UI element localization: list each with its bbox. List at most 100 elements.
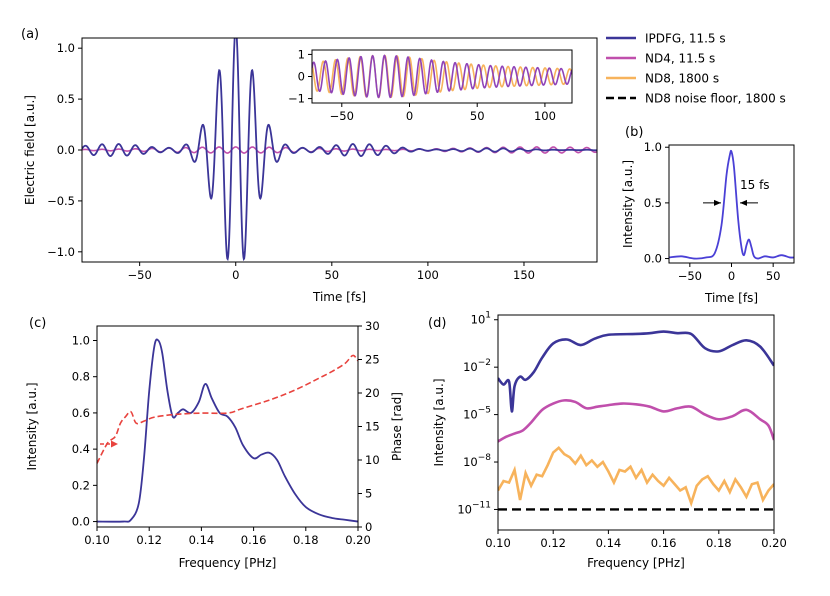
y-tick-label: −1.0 [47,245,75,259]
panel-d: 0.10 0.12 0.14 0.16 0.18 0.2010110−210−510−81… [428,311,787,570]
x-axis-label: Frequency [PHz] [179,556,277,570]
fwhm-arrows [703,199,758,206]
y-tick-exponent: −5 [478,406,491,416]
legend: IPDFG, 11.5 s ND4, 11.5 s ND8, 1800 s ND8 n… [606,32,786,106]
panel-d-series [498,330,774,511]
x-tick-label: 0 [406,109,413,123]
x-tick-label: 0.18 [293,533,319,547]
series-line-2 [498,399,774,443]
y-tick-label: 1.0 [57,41,75,55]
x-tick-label: 0.10 [485,536,511,550]
fwhm-annotation: 15 fs [740,178,770,192]
y-tick-label: 0.2 [72,478,90,492]
panel-label: (a) [21,27,39,42]
y-tick-label: 0.8 [72,370,90,384]
y-tick-exponent: −11 [472,500,491,510]
phase-line [96,354,359,464]
series-line-3 [498,445,774,508]
panel-label: (b) [625,125,643,140]
x-tick-label: 100 [534,109,556,123]
x-tick-label: 0 [728,269,735,283]
y-tick-label-right: 30 [365,319,380,333]
y-tick-base: 10 [457,502,472,516]
y-tick-label-right: 5 [365,487,372,501]
y-tick-base: 10 [463,360,478,374]
series-ipdfg-line [82,38,597,262]
x-tick-label: 50 [324,268,339,282]
x-tick-label: 0.18 [706,536,732,550]
x-tick-label: 0.14 [189,533,215,547]
intensity-line [96,338,359,523]
x-tick-label: 0.20 [761,536,787,550]
y-tick-label: −0.5 [47,194,75,208]
series-line-1 [498,330,774,413]
y-tick-label-right: 0 [365,520,372,534]
x-tick-label: −50 [330,109,354,123]
x-tick-label: 50 [470,109,485,123]
phase-arrow-head [111,440,118,448]
panel-a-inset: −50 0 50 100 −1 0 1 [288,47,573,123]
x-tick-label: 50 [766,269,781,283]
x-tick-label: 0.12 [136,533,162,547]
inset-series-line [312,54,572,99]
y-tick-label: 101 [471,311,491,327]
y-tick-exponent: −2 [478,358,491,368]
y-tick-label: 10−8 [463,453,491,469]
inset-series-line [312,54,572,99]
x-tick-label: 0.12 [540,536,566,550]
panel-d-axes [497,314,775,531]
x-axis-label: Frequency [PHz] [587,556,685,570]
left-arrow-head [714,199,721,206]
x-tick-label: −50 [128,268,152,282]
y-tick-base: 10 [471,313,486,327]
y-axis-label: Electric field [a.u.] [23,95,37,205]
panel-c: 0.10 0.12 0.14 0.16 0.18 0.20 0.0 0.2 0.4 0.6 0.8 1… [25,316,404,570]
y-tick-exponent: −8 [478,453,492,463]
x-tick-label: 0 [232,268,239,282]
legend-entry: ND8, 1800 s [645,72,719,86]
y-tick-label: 10−2 [463,358,491,374]
y-tick-label: 1.0 [72,333,90,347]
y-axis-label: Intensity [a.u.] [621,160,635,248]
y-axis-label: Intensity [a.u.] [25,383,39,471]
right-arrow-head [740,199,747,206]
y-tick-label: 0.5 [57,92,75,106]
x-tick-label: 100 [417,268,439,282]
y-tick-label-right: 25 [365,353,380,367]
y-tick-label: 0 [298,70,305,84]
y-tick-label: 10−5 [463,406,491,422]
x-tick-label: 0.16 [651,536,677,550]
y-tick-label: 0.4 [72,442,90,456]
y-tick-label: 0.0 [57,143,75,157]
y-tick-label: 1 [298,47,305,61]
y-tick-label: 0.5 [644,196,662,210]
y-tick-label: 0.0 [72,515,90,529]
y-tick-label: −1 [288,92,305,106]
x-tick-label: −50 [678,269,702,283]
legend-entry: ND8 noise floor, 1800 s [645,92,786,106]
panel-b-axes [668,144,795,264]
y-tick-exponent: 1 [485,311,491,321]
x-axis-label: Time [fs] [704,291,758,305]
y-tick-label-right: 20 [365,386,380,400]
legend-entry: IPDFG, 11.5 s [645,32,726,46]
y-tick-base: 10 [463,408,478,422]
y-axis-label: Intensity [a.u.] [432,379,446,467]
y-tick-label: 0.0 [644,252,662,266]
x-tick-label: 0.16 [241,533,267,547]
y-tick-label: 10−11 [457,500,491,516]
x-tick-label: 0.14 [596,536,622,550]
y-tick-label: 1.0 [644,140,662,154]
x-tick-label: 0.10 [84,533,110,547]
y-tick-label: 0.6 [72,406,90,420]
x-tick-label: 150 [513,268,535,282]
x-axis-label: Time [fs] [312,290,366,304]
x-tick-label: 0.20 [345,533,371,547]
panel-c-axes [96,325,359,528]
y-tick-label-right: 15 [365,420,380,434]
intensity-line [668,149,795,260]
panel-b: 15 fs −50 0 50 0.0 0.5 1.0 Time [fs] Intensity [… [621,125,795,305]
panel-label: (d) [428,316,446,331]
